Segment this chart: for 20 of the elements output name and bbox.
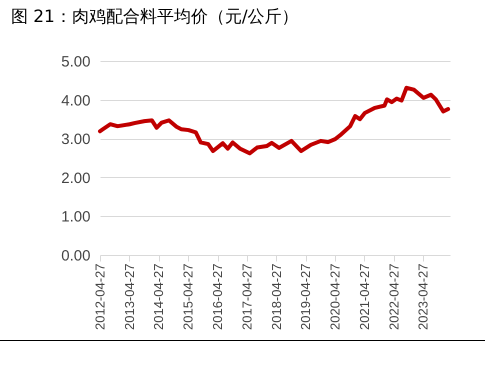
x-tick-label: 2021-04-27 [356,264,372,330]
y-tick-label: 4.00 [61,92,90,110]
x-tick-label: 2012-04-27 [92,264,108,330]
line-series [98,86,450,156]
x-tick-label: 2019-04-27 [298,264,314,330]
y-tick-label: 3.00 [61,131,90,148]
x-tick-label: 2023-04-27 [416,264,431,330]
y-tick-label: 5.00 [61,54,90,70]
x-tick-label: 2022-04-27 [386,264,402,330]
x-tick-label: 2017-04-27 [239,264,254,330]
x-tick-label: 2015-04-27 [180,264,196,330]
x-tick-label: 2014-04-27 [151,264,166,330]
y-tick-label: 2.00 [61,170,90,187]
x-tick-label: 2013-04-27 [122,264,137,330]
y-tick-label: 1.00 [61,208,90,226]
y-tick-label: 0.00 [61,248,90,264]
x-tick-label: 2020-04-27 [328,264,343,330]
x-tick-label: 2018-04-27 [268,264,284,330]
x-tick-label: 2016-04-27 [210,264,226,330]
chart-title: 图 21：肉鸡配合料平均价（元/公斤） [10,7,299,27]
